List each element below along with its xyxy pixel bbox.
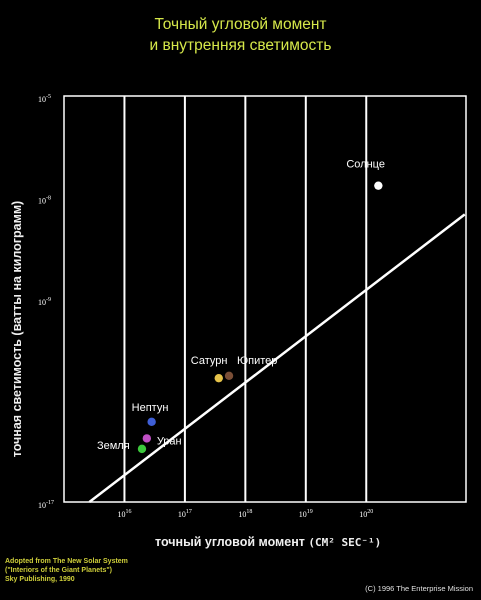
y-axis-label: точная светимость (ватты на килограмм)	[10, 200, 24, 458]
credit-line-3: Sky Publishing, 1990	[5, 576, 75, 583]
data-point-4	[142, 434, 152, 443]
x-tick-label-3: 1019	[299, 509, 313, 519]
title-line-2: и внутренняя светимость	[149, 37, 332, 54]
y-tick-label-2: 10-9	[38, 297, 51, 307]
chart-title: Точный угловой момент и внутренняя свети…	[0, 14, 481, 56]
point-label-4: Уран	[157, 435, 182, 447]
x-axis-label: точный угловой момент (CM² SEC⁻¹)	[155, 535, 381, 549]
data-point-3	[147, 417, 156, 427]
y-tick-label-0: 10-5	[38, 94, 51, 104]
title-line-1: Точный угловой момент	[154, 16, 327, 33]
point-label-5: Земля	[97, 440, 130, 452]
data-point-1	[224, 371, 234, 381]
credit-line-2: ("Interiors of the Giant Planets")	[5, 567, 112, 574]
data-point-5	[137, 444, 147, 454]
source-credit: Adopted from The New Solar System ("Inte…	[5, 557, 128, 584]
plot-frame	[63, 95, 467, 503]
data-point-0	[374, 181, 383, 190]
point-label-1: Юпитер	[237, 355, 277, 367]
credit-line-1: Adopted from The New Solar System	[5, 558, 128, 565]
y-tick-label-1: 10-8	[38, 196, 51, 206]
x-tick-label-1: 1017	[178, 509, 192, 519]
point-label-0: Солнце	[346, 159, 385, 171]
x-tick-label-0: 1016	[117, 509, 131, 519]
copyright-notice: (C) 1996 The Enterprise Mission	[365, 584, 473, 593]
trend-line	[88, 213, 466, 503]
x-tick-label-4: 1020	[359, 509, 373, 519]
point-label-2: Сатурн	[191, 355, 228, 367]
data-point-2	[214, 373, 223, 383]
point-label-3: Нептун	[132, 402, 169, 414]
x-tick-label-2: 1018	[238, 509, 252, 519]
x-axis-units: (CM² SEC⁻¹)	[308, 536, 382, 549]
x-axis-label-text: точный угловой момент	[155, 535, 305, 549]
y-tick-label-3: 10-17	[38, 500, 54, 510]
